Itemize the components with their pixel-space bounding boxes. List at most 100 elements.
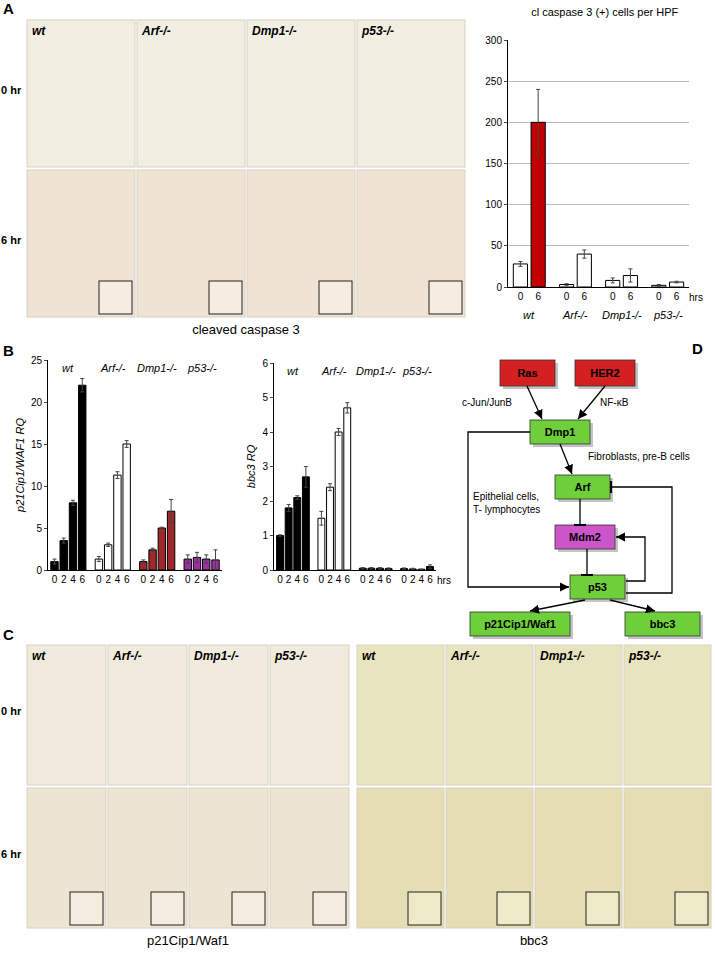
- svg-text:6 hr: 6 hr: [1, 848, 22, 860]
- svg-text:5: 5: [36, 523, 42, 534]
- svg-text:6: 6: [427, 574, 433, 585]
- svg-text:0: 0: [262, 565, 268, 576]
- svg-text:Epithelial cells,: Epithelial cells,: [473, 491, 539, 502]
- svg-text:6: 6: [582, 291, 588, 302]
- svg-text:p53-/-: p53-/-: [187, 362, 217, 374]
- svg-text:C: C: [3, 626, 14, 643]
- svg-text:6: 6: [79, 574, 85, 585]
- svg-text:wt: wt: [62, 362, 74, 374]
- svg-text:6: 6: [213, 574, 219, 585]
- svg-text:wt: wt: [523, 309, 535, 321]
- svg-text:0: 0: [518, 291, 524, 302]
- svg-text:4: 4: [419, 574, 425, 585]
- svg-text:Mdm2: Mdm2: [569, 531, 601, 543]
- svg-text:cleaved caspase 3: cleaved caspase 3: [192, 322, 300, 337]
- svg-text:0: 0: [96, 574, 102, 585]
- svg-text:4: 4: [377, 574, 383, 585]
- svg-text:p53-/-: p53-/-: [274, 649, 307, 663]
- svg-text:HER2: HER2: [590, 367, 619, 379]
- svg-text:2: 2: [105, 574, 111, 585]
- svg-text:6: 6: [344, 574, 350, 585]
- svg-text:6: 6: [628, 291, 634, 302]
- svg-text:Arf-/-: Arf-/-: [100, 362, 126, 374]
- svg-text:c-Jun/JunB: c-Jun/JunB: [462, 397, 512, 408]
- svg-text:4: 4: [336, 574, 342, 585]
- svg-text:4: 4: [159, 574, 165, 585]
- svg-text:250: 250: [485, 76, 502, 87]
- svg-text:wt: wt: [32, 24, 46, 38]
- svg-text:0: 0: [319, 574, 325, 585]
- svg-text:0: 0: [496, 282, 502, 293]
- svg-text:2: 2: [369, 574, 375, 585]
- svg-text:bbc3: bbc3: [520, 933, 548, 948]
- svg-text:Arf-/-: Arf-/-: [112, 649, 142, 663]
- svg-text:3: 3: [262, 461, 268, 472]
- svg-text:Arf: Arf: [575, 481, 591, 493]
- svg-text:wt: wt: [362, 649, 376, 663]
- svg-text:4: 4: [70, 574, 76, 585]
- svg-text:2: 2: [61, 574, 67, 585]
- svg-text:p53-/-: p53-/-: [361, 24, 394, 38]
- svg-text:150: 150: [485, 158, 502, 169]
- svg-text:Dmp1-/-: Dmp1-/-: [356, 365, 396, 377]
- svg-text:Arf-/-: Arf-/-: [321, 365, 347, 377]
- svg-text:0: 0: [360, 574, 366, 585]
- svg-text:0: 0: [185, 574, 191, 585]
- svg-text:4: 4: [262, 427, 268, 438]
- svg-text:Dmp1-/-: Dmp1-/-: [194, 649, 239, 663]
- svg-text:10: 10: [31, 481, 43, 492]
- svg-text:2: 2: [262, 496, 268, 507]
- svg-text:2: 2: [286, 574, 292, 585]
- svg-text:A: A: [3, 0, 14, 17]
- svg-text:p53-/-: p53-/-: [653, 309, 683, 321]
- svg-text:wt: wt: [287, 365, 299, 377]
- svg-text:0: 0: [277, 574, 283, 585]
- svg-text:2: 2: [194, 574, 200, 585]
- svg-text:Arf-/-: Arf-/-: [450, 649, 480, 663]
- svg-text:2: 2: [410, 574, 416, 585]
- svg-text:Arf-/-: Arf-/-: [562, 309, 588, 321]
- svg-text:0: 0: [610, 291, 616, 302]
- svg-text:p53: p53: [588, 581, 607, 593]
- svg-text:15: 15: [31, 439, 43, 450]
- svg-text:6: 6: [535, 291, 541, 302]
- svg-text:0: 0: [36, 565, 42, 576]
- svg-text:6 hr: 6 hr: [1, 234, 22, 246]
- svg-text:4: 4: [203, 574, 209, 585]
- svg-text:hrs: hrs: [689, 292, 703, 303]
- svg-text:25: 25: [31, 355, 43, 366]
- svg-text:0: 0: [401, 574, 407, 585]
- svg-text:cl caspase 3 (+) cells per HPF: cl caspase 3 (+) cells per HPF: [531, 6, 678, 18]
- svg-text:6: 6: [262, 358, 268, 369]
- svg-text:0: 0: [141, 574, 147, 585]
- svg-text:Dmp1-/-: Dmp1-/-: [602, 309, 642, 321]
- svg-text:4: 4: [294, 574, 300, 585]
- svg-text:bbc3: bbc3: [650, 618, 676, 630]
- svg-text:6: 6: [168, 574, 174, 585]
- svg-text:T- lymphocytes: T- lymphocytes: [473, 504, 540, 515]
- svg-text:bbc3 RQ: bbc3 RQ: [245, 444, 257, 488]
- svg-text:2: 2: [150, 574, 156, 585]
- svg-text:50: 50: [491, 240, 503, 251]
- svg-text:Ras: Ras: [517, 367, 537, 379]
- svg-text:20: 20: [31, 397, 43, 408]
- svg-text:Dmp1-/-: Dmp1-/-: [540, 649, 585, 663]
- svg-text:5: 5: [262, 392, 268, 403]
- svg-text:4: 4: [115, 574, 121, 585]
- svg-text:6: 6: [303, 574, 309, 585]
- svg-text:p53-/-: p53-/-: [628, 649, 661, 663]
- svg-text:0: 0: [52, 574, 58, 585]
- svg-text:0: 0: [564, 291, 570, 302]
- svg-text:wt: wt: [32, 649, 46, 663]
- svg-text:B: B: [3, 342, 14, 359]
- svg-text:p53-/-: p53-/-: [402, 365, 432, 377]
- svg-text:6: 6: [386, 574, 392, 585]
- svg-text:Arf-/-: Arf-/-: [141, 24, 171, 38]
- svg-text:Fibroblasts, pre-B cells: Fibroblasts, pre-B cells: [588, 451, 690, 462]
- svg-text:hrs: hrs: [437, 575, 451, 586]
- svg-text:200: 200: [485, 117, 502, 128]
- svg-text:0: 0: [656, 291, 662, 302]
- svg-text:2: 2: [327, 574, 333, 585]
- svg-text:p21Cip1/WAF1 RQ: p21Cip1/WAF1 RQ: [14, 418, 26, 513]
- svg-text:Dmp1: Dmp1: [545, 426, 576, 438]
